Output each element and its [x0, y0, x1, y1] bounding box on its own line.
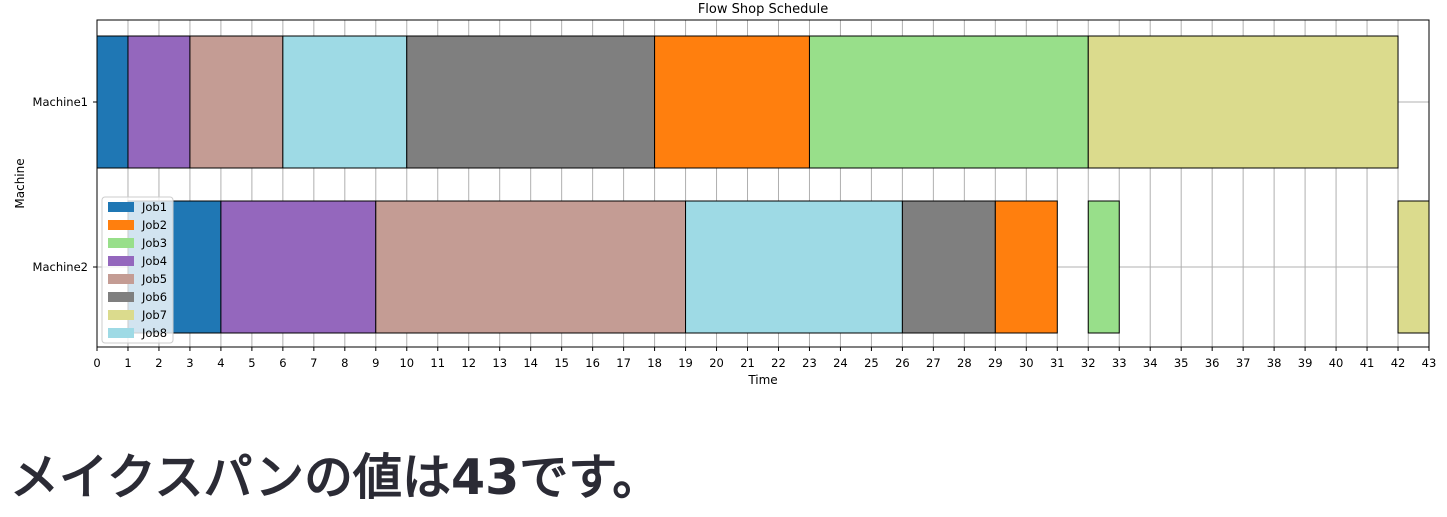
- chart-svg: 0 1 2 3 4 5 6 7 8 9 10 11 12 13 14 15 16 17 18 19 20 21 22 23 24…: [13, 2, 1437, 387]
- x-tick-label: 41: [1360, 356, 1375, 370]
- task-bar-machine1-job5: [189, 35, 284, 169]
- task-bar-machine2-job6: [901, 200, 996, 334]
- legend-swatch-job7: [108, 310, 134, 320]
- x-tick-label: 19: [678, 356, 693, 370]
- x-tick-label: 18: [647, 356, 662, 370]
- x-tick-label: 28: [957, 356, 972, 370]
- legend-label-job1: Job1: [141, 200, 167, 214]
- y-axis-title: Machine: [13, 158, 27, 208]
- x-tick-label: 8: [341, 356, 348, 370]
- x-tick-label: 6: [279, 356, 286, 370]
- x-tick-label: 29: [988, 356, 1003, 370]
- x-tick-label: 39: [1298, 356, 1313, 370]
- x-tick-label: 5: [248, 356, 255, 370]
- x-tick-label: 40: [1329, 356, 1344, 370]
- task-bar-machine1-job3: [808, 35, 1089, 169]
- x-tick-label: 35: [1174, 356, 1189, 370]
- legend-swatch-job1: [108, 202, 134, 212]
- legend-swatch-job4: [108, 256, 134, 266]
- legend-swatch-job2: [108, 220, 134, 230]
- task-bar-machine2-job2: [994, 200, 1058, 334]
- task-bar-machine2-job7: [1397, 200, 1430, 334]
- x-tick-label: 33: [1112, 356, 1127, 370]
- y-axis-ticks: Machine1 Machine2: [33, 95, 97, 274]
- x-tick-label: 1: [124, 356, 131, 370]
- legend-swatch-job5: [108, 274, 134, 284]
- x-tick-label: 12: [461, 356, 476, 370]
- x-tick-label: 32: [1081, 356, 1096, 370]
- task-bar-machine1-job6: [406, 35, 656, 169]
- x-tick-label: 26: [895, 356, 910, 370]
- task-bar-machine1-job1: [96, 35, 129, 169]
- legend-label-job7: Job7: [141, 308, 167, 322]
- x-tick-label: 30: [1019, 356, 1034, 370]
- x-axis-ticks: 0 1 2 3 4 5 6 7 8 9 10 11 12 13 14 15 16 17 18 19 20 21 22 23 24…: [93, 347, 1436, 370]
- task-bar-machine1-job4: [127, 35, 191, 169]
- task-bar-machine2-job5: [375, 200, 687, 334]
- task-bar-machine1-job7: [1087, 35, 1399, 169]
- x-tick-label: 25: [864, 356, 879, 370]
- x-tick-label: 42: [1391, 356, 1406, 370]
- x-axis-title: Time: [747, 373, 777, 387]
- x-tick-label: 3: [186, 356, 193, 370]
- y-tick-label: Machine1: [33, 95, 88, 109]
- x-tick-label: 16: [585, 356, 600, 370]
- task-bar-machine2-job8: [685, 200, 903, 334]
- task-bar-machine2-job4: [220, 200, 377, 334]
- legend-label-job8: Job8: [141, 326, 167, 340]
- x-tick-label: 13: [492, 356, 507, 370]
- makespan-result-text: メイクスパンの値は43です。: [10, 449, 662, 506]
- legend-swatch-job3: [108, 238, 134, 248]
- x-tick-label: 2: [155, 356, 162, 370]
- legend-label-job2: Job2: [141, 218, 167, 232]
- x-tick-label: 23: [802, 356, 817, 370]
- gantt-chart: 0 1 2 3 4 5 6 7 8 9 10 11 12 13 14 15 16 17 18 19 20 21 22 23 24…: [13, 2, 1437, 387]
- task-bar-machine1-job2: [654, 35, 810, 169]
- x-tick-label: 34: [1143, 356, 1158, 370]
- x-tick-label: 21: [740, 356, 755, 370]
- x-tick-label: 10: [399, 356, 414, 370]
- task-bar-machine2-job3: [1087, 200, 1120, 334]
- x-tick-label: 36: [1205, 356, 1220, 370]
- legend-label-job5: Job5: [141, 272, 167, 286]
- x-tick-label: 37: [1236, 356, 1251, 370]
- x-tick-label: 0: [93, 356, 100, 370]
- x-tick-label: 14: [523, 356, 538, 370]
- x-tick-label: 38: [1267, 356, 1282, 370]
- x-tick-label: 11: [430, 356, 445, 370]
- x-tick-label: 4: [217, 356, 224, 370]
- legend-box: [101, 196, 174, 344]
- x-tick-label: 27: [926, 356, 941, 370]
- legend: Job1 Job2 Job3 Job4 Job5 Job6 Job7 Job8: [101, 196, 174, 344]
- legend-label-job6: Job6: [141, 290, 167, 304]
- y-tick-label: Machine2: [33, 260, 88, 274]
- x-tick-label: 7: [310, 356, 317, 370]
- task-bar-machine1-job8: [282, 35, 408, 169]
- legend-label-job4: Job4: [141, 254, 167, 268]
- legend-swatch-job6: [108, 292, 134, 302]
- legend-swatch-job8: [108, 328, 134, 338]
- x-tick-label: 31: [1050, 356, 1065, 370]
- x-tick-label: 9: [372, 356, 379, 370]
- x-tick-label: 22: [771, 356, 786, 370]
- x-tick-label: 15: [554, 356, 569, 370]
- x-tick-label: 43: [1422, 356, 1437, 370]
- legend-label-job3: Job3: [141, 236, 167, 250]
- x-tick-label: 24: [833, 356, 848, 370]
- plot-frame: [96, 19, 1430, 348]
- x-tick-label: 20: [709, 356, 724, 370]
- x-tick-label: 17: [616, 356, 631, 370]
- chart-title: Flow Shop Schedule: [698, 2, 828, 17]
